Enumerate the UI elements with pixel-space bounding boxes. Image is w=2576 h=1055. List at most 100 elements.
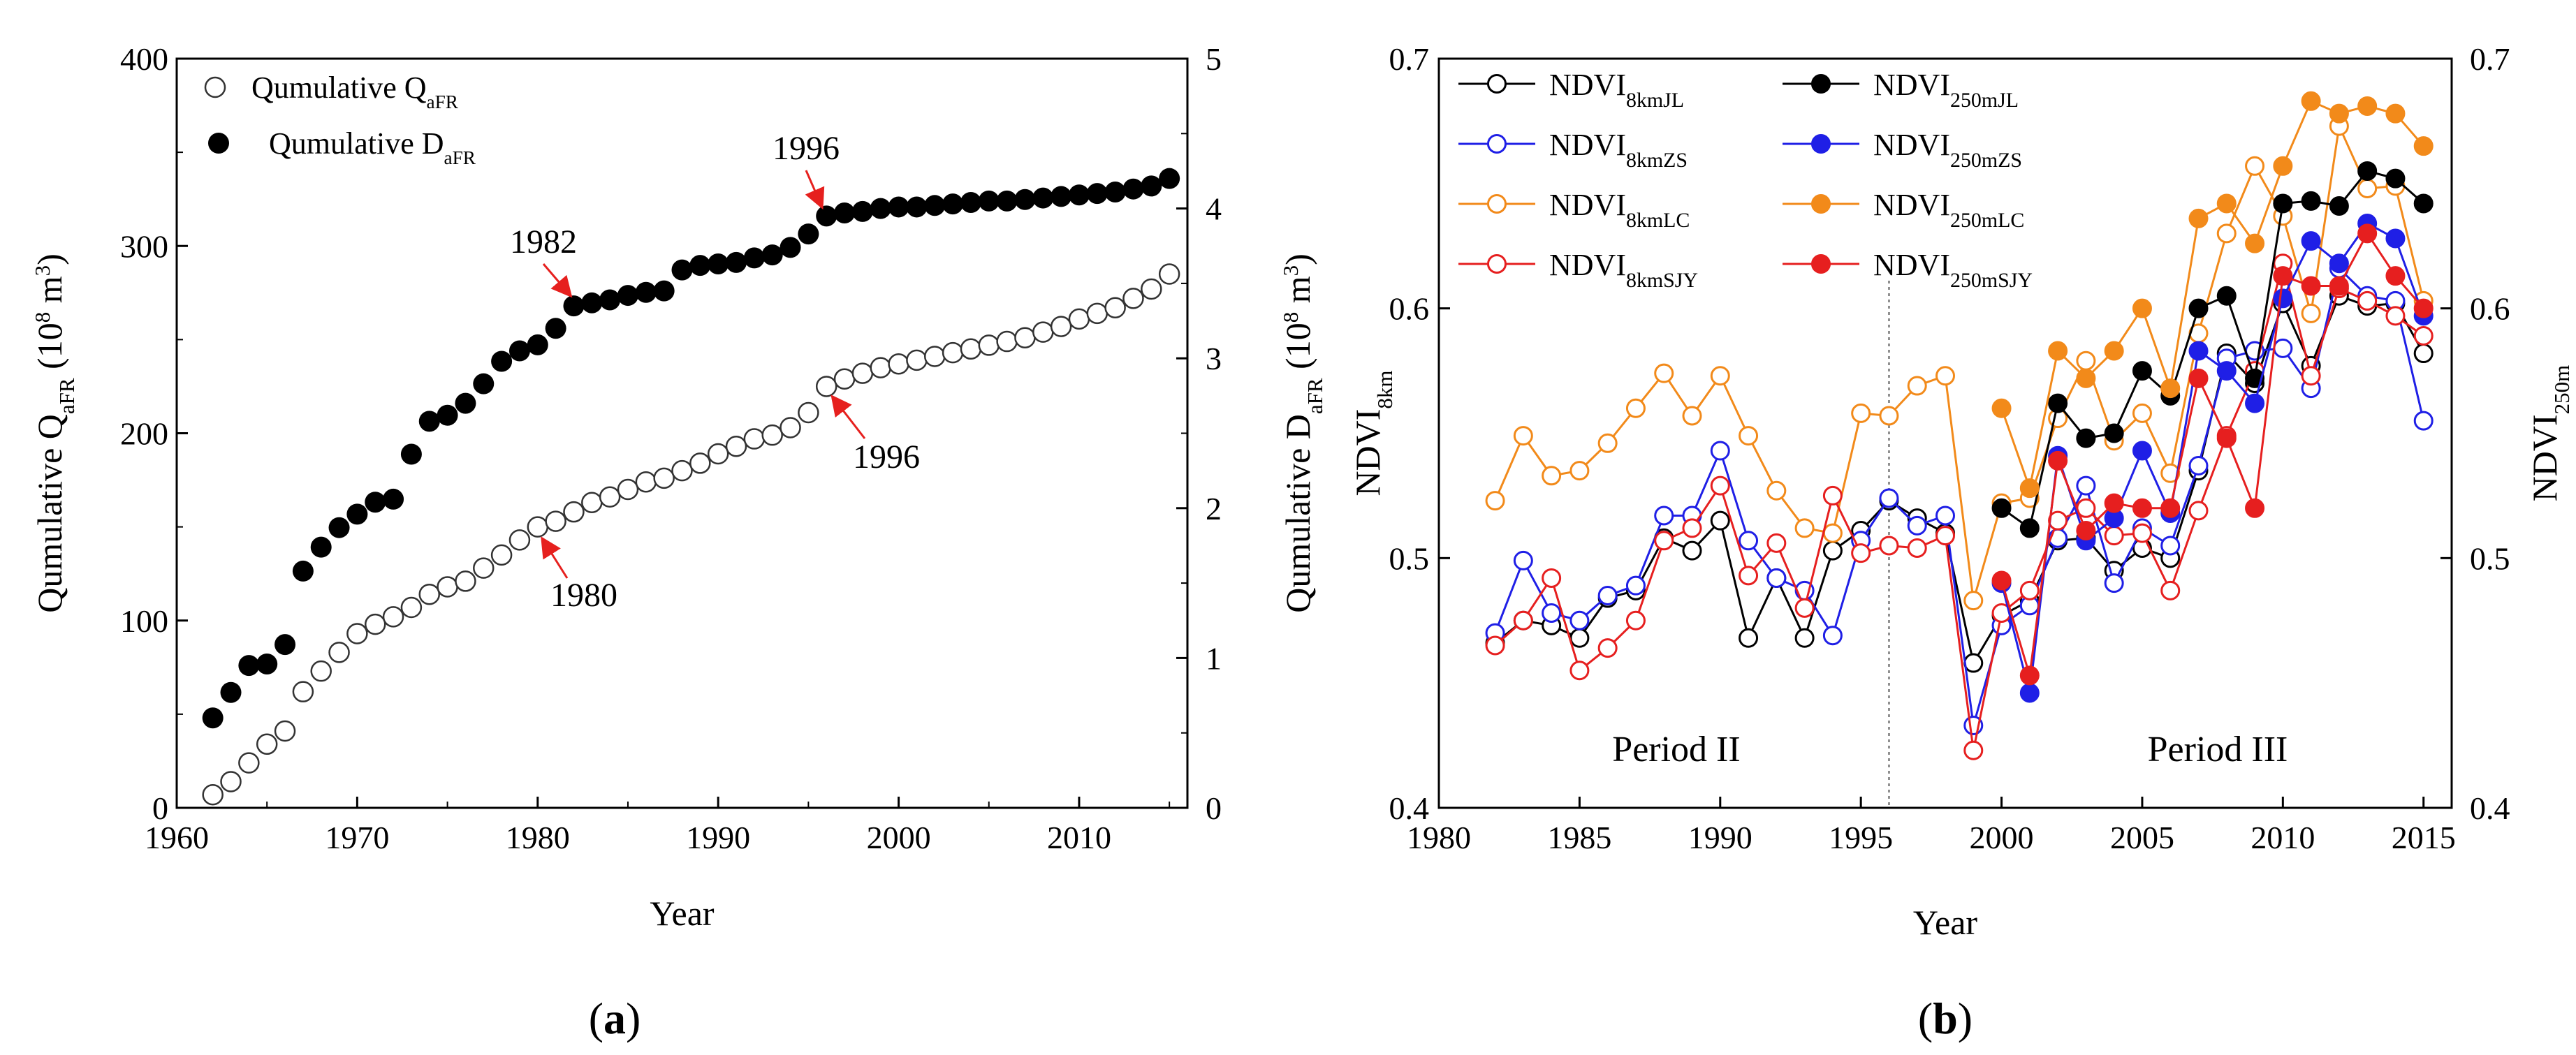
q-point [418,583,440,605]
series-point-NDVI250mLC [2413,136,2434,156]
x-tick-label: 2010 [2251,820,2315,855]
y-left-tick-label: 100 [120,603,168,639]
q-point [274,720,296,742]
d-point [942,193,964,215]
series-point-NDVI250mLC [2357,96,2378,116]
legend-label-base: NDVI [1873,248,1950,282]
series-point-NDVI8kmLC [2301,303,2321,323]
q-point [328,642,350,663]
series-point-NDVI250mSJY [2301,276,2321,296]
y-right-tick-label: 0.6 [2470,291,2510,327]
legend-label-sub: 8kmZS [1626,149,1688,172]
x-tick-label: 2000 [1970,820,2034,855]
series-point-NDVI250mSJY [2076,520,2096,540]
q-point [581,492,603,514]
series-point-NDVI250mLC [2076,368,2096,388]
series-point-NDVI8kmSJY [1513,610,1533,630]
y-left-tick-label: 200 [120,416,168,452]
series-point-NDVI250mLC [2160,378,2181,399]
legend-marker [1811,194,1831,214]
series-point-NDVI8kmJL [1710,510,1730,531]
series-point-NDVI8kmLC [2132,403,2152,423]
series-point-NDVI8kmSJY [1542,568,1562,588]
q-point [473,557,495,579]
series-point-NDVI8kmSJY [1935,526,1955,546]
legend-label: NDVI250mLC [1873,188,2024,232]
q-point [1104,297,1126,319]
label-part: NDVI [2525,414,2564,501]
q-point [707,443,729,465]
series-point-NDVI250mSJY [2216,428,2237,448]
q-point [202,783,224,806]
y-right-tick-label: 0 [1206,790,1222,826]
series-point-NDVI8kmLC [2245,156,2265,176]
d-point [545,318,566,339]
series-line-NDVI250mSJY [2000,231,2424,676]
series-point-NDVI8kmSJY [1485,635,1505,656]
y-left-axis-label: NDVI8km [1348,370,1397,496]
series-point-NDVI250mSJY [2385,266,2406,286]
series-point-NDVI250mZS [2273,288,2293,309]
legend-label-sub: 8kmLC [1626,209,1690,232]
x-tick-label: 2010 [1047,820,1111,855]
series-point-NDVI250mLC [2048,341,2068,361]
y-right-tick-label: 3 [1206,341,1222,376]
q-point [725,436,747,457]
d-point [292,560,314,582]
y-right-tick-label: 2 [1206,491,1222,526]
series-point-NDVI250mLC [2104,341,2124,361]
series-line-NDVI8kmLC [1494,122,2425,601]
legend-label-sub: 250mLC [1950,209,2024,232]
x-tick-label: 2015 [2392,820,2456,855]
series-point-NDVI8kmLC [1682,406,1702,426]
plot-frame [1437,57,2453,809]
legend-label-base: NDVI [1549,248,1626,282]
d-point [1086,183,1108,205]
label-part: 8 [30,312,54,323]
series-point-NDVI8kmLC [1542,466,1562,486]
x-tick-label: 1990 [686,820,750,855]
d-point [743,247,765,269]
q-point [888,353,909,375]
series-point-NDVI8kmZS [1879,488,1899,508]
series-point-NDVI250mJL [2273,193,2293,214]
q-point [256,733,278,755]
q-point [833,368,856,390]
d-point [798,223,819,245]
series-point-NDVI8kmLC [1822,523,1843,543]
series-point-NDVI8kmSJY [1907,538,1927,559]
series-point-NDVI8kmZS [1935,506,1955,526]
series-point-NDVI8kmLC [1625,398,1646,418]
d-point [418,411,440,432]
series-point-NDVI8kmZS [2188,455,2209,475]
q-point [1032,321,1054,343]
d-point [870,198,891,219]
q-point [798,401,819,424]
q-point [490,544,513,566]
q-point [599,486,621,508]
series-point-NDVI8kmLC [1597,433,1618,453]
d-point [1159,168,1180,189]
series-point-NDVI8kmLC [1963,591,1984,611]
q-point [743,428,766,450]
series-point-NDVI250mSJY [2413,298,2434,318]
series-point-NDVI8kmJL [1822,540,1843,561]
q-point [527,516,549,538]
panel-label-a: (a) [589,994,641,1043]
series-point-NDVI250mZS [2019,683,2040,703]
label-part: aFR [54,378,79,414]
label-part: Qumulative Q [30,414,69,613]
series-point-NDVI8kmZS [1513,550,1533,570]
series-point-NDVI250mJL [2301,191,2321,211]
series-point-NDVI250mLC [2216,193,2237,214]
q-point [1158,263,1180,285]
y-left-tick-label: 0.4 [1389,790,1430,826]
d-point [960,192,981,214]
d-point [888,196,909,218]
d-point [599,289,621,311]
series-point-NDVI8kmSJY [2132,523,2152,543]
series-point-NDVI8kmLC [1879,406,1899,426]
label-part: ) [30,253,69,265]
q-point [870,357,891,378]
d-point [437,404,458,426]
